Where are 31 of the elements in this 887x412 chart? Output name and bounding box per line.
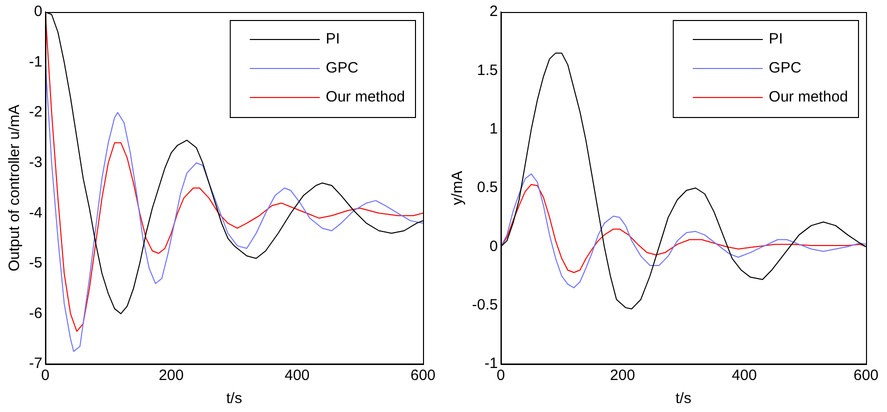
x-axis-title: t/s (676, 390, 692, 408)
y-tick-label: 1.5 (476, 62, 498, 79)
y-tick-label: -7 (28, 355, 42, 372)
y-tick-label: 1 (490, 120, 498, 138)
y-tick-label: -0.5 (472, 296, 498, 314)
x-axis-title: t/s (226, 390, 242, 408)
y-tick-label: -2 (28, 104, 42, 121)
y-tick-label: -4 (28, 204, 42, 222)
y-tick-label: -6 (28, 304, 42, 322)
legend-label: GPC (768, 60, 802, 77)
legend-label: Our method (768, 88, 848, 106)
x-tick-label: 600 (410, 367, 436, 384)
y-axis-title: y/mA (449, 170, 466, 206)
y-tick-label: -3 (28, 154, 42, 171)
y-tick-label: 0 (490, 238, 498, 255)
legend-label: PI (768, 30, 783, 48)
x-tick-label: 200 (610, 367, 636, 384)
y-tick-label: 0 (34, 3, 42, 20)
x-tick-label: 600 (853, 367, 879, 384)
x-tick-label: 400 (284, 367, 310, 384)
y-tick-label: 2 (490, 3, 498, 20)
x-tick-label: 400 (732, 367, 757, 384)
legend-label: GPC (326, 60, 358, 77)
legend-label: PI (326, 30, 340, 48)
y-tick-label: -1 (484, 355, 498, 372)
y-tick-label: -5 (28, 254, 42, 272)
y-axis-title: Output of controller u/mA (6, 104, 24, 272)
y-tick-label: 0.5 (476, 179, 498, 196)
x-tick-label: 200 (158, 367, 184, 384)
y-tick-label: -1 (28, 53, 42, 70)
legend-label: Our method (326, 88, 406, 106)
